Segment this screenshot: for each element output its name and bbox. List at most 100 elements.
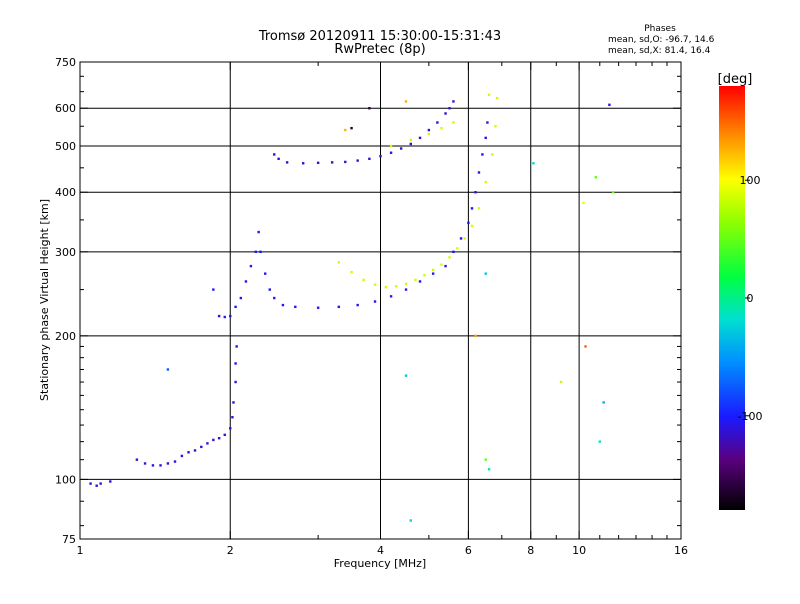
echo-point bbox=[448, 256, 451, 259]
echo-point bbox=[409, 142, 412, 146]
echo-point bbox=[356, 303, 359, 307]
echo-point bbox=[89, 482, 92, 485]
echo-point bbox=[444, 264, 447, 268]
y-axis-label: Stationary phase Virtual Height [km] bbox=[38, 199, 51, 401]
echo-point bbox=[494, 125, 497, 128]
echo-point bbox=[404, 100, 408, 103]
echo-point bbox=[487, 93, 491, 97]
echo-point bbox=[254, 250, 257, 254]
echo-point bbox=[436, 121, 439, 124]
grid-lines bbox=[80, 62, 681, 539]
echo-point bbox=[301, 162, 305, 165]
echo-point bbox=[456, 247, 459, 250]
echo-point bbox=[598, 440, 601, 443]
echo-point bbox=[373, 300, 377, 303]
y-tick-label: 75 bbox=[62, 533, 76, 546]
echo-point bbox=[232, 401, 235, 404]
chart-subtitle: RwPretec (8p) bbox=[334, 42, 425, 57]
echo-point bbox=[212, 288, 215, 291]
echo-point bbox=[99, 482, 102, 485]
echo-point bbox=[608, 103, 611, 107]
echo-point bbox=[249, 264, 253, 268]
echo-point bbox=[409, 138, 412, 142]
x-tick-label: 10 bbox=[572, 544, 586, 557]
echo-point bbox=[259, 250, 262, 254]
echo-point bbox=[234, 305, 237, 309]
echo-point bbox=[559, 380, 563, 384]
echo-point bbox=[234, 380, 237, 384]
echo-point bbox=[452, 100, 455, 103]
echo-point bbox=[373, 283, 377, 286]
echo-point bbox=[244, 280, 248, 283]
echo-point bbox=[427, 132, 431, 136]
y-tick-label: 100 bbox=[55, 473, 76, 486]
echo-point bbox=[217, 437, 221, 440]
echo-point bbox=[273, 153, 276, 156]
echo-point bbox=[173, 460, 177, 463]
echo-point bbox=[223, 315, 226, 319]
echo-point bbox=[350, 270, 353, 274]
x-tick-label: 16 bbox=[674, 544, 688, 557]
y-tick-label: 400 bbox=[55, 186, 76, 199]
echo-point bbox=[459, 237, 463, 240]
colorbar-tick-label: 100 bbox=[740, 174, 761, 187]
echo-point bbox=[484, 180, 487, 184]
echo-point bbox=[477, 171, 481, 174]
echo-point bbox=[452, 121, 455, 124]
echo-point bbox=[264, 272, 267, 275]
echo-point bbox=[404, 374, 408, 377]
echo-point bbox=[452, 250, 455, 254]
echo-point bbox=[294, 305, 297, 309]
echo-point bbox=[277, 157, 280, 161]
echo-point bbox=[431, 268, 435, 272]
echo-point bbox=[444, 112, 447, 115]
echo-point bbox=[389, 151, 393, 154]
echo-point bbox=[368, 107, 371, 110]
stats-o-mode: mean, sd,O: -96.7, 14.6 bbox=[608, 35, 715, 45]
y-tick-label: 200 bbox=[55, 330, 76, 343]
echo-points bbox=[89, 93, 615, 522]
echo-point bbox=[257, 230, 260, 234]
echo-point bbox=[481, 153, 484, 156]
echo-point bbox=[316, 306, 320, 309]
echo-point bbox=[337, 305, 341, 309]
y-tick-label: 750 bbox=[55, 56, 76, 69]
echo-point bbox=[268, 288, 271, 291]
echo-point bbox=[399, 147, 403, 150]
echo-point bbox=[484, 458, 487, 461]
echo-point bbox=[350, 126, 353, 130]
echo-point bbox=[200, 445, 203, 449]
colorbar-label: [deg] bbox=[718, 72, 753, 87]
echo-point bbox=[491, 153, 494, 156]
echo-point bbox=[404, 282, 408, 286]
echo-point bbox=[285, 161, 289, 164]
echo-point bbox=[484, 136, 487, 140]
colorbar-tick-label: 0 bbox=[747, 292, 754, 305]
echo-point bbox=[463, 237, 466, 240]
echo-point bbox=[602, 401, 605, 404]
colorbar bbox=[719, 86, 745, 510]
echo-point bbox=[495, 96, 499, 100]
echo-point bbox=[151, 464, 155, 467]
stats-x-mode: mean, sd,X: 81.4, 16.4 bbox=[608, 46, 711, 56]
echo-point bbox=[477, 207, 481, 210]
echo-point bbox=[440, 126, 443, 130]
echo-point bbox=[368, 157, 371, 161]
stats-heading: Phases bbox=[644, 24, 676, 34]
echo-point bbox=[440, 263, 443, 266]
echo-point bbox=[206, 442, 209, 445]
echo-point bbox=[594, 176, 598, 179]
echo-point bbox=[212, 438, 215, 442]
colorbar-ticks: -100 0 100 bbox=[738, 174, 763, 423]
echo-point bbox=[467, 221, 470, 225]
x-tick-label: 2 bbox=[227, 544, 234, 557]
echo-point bbox=[394, 285, 398, 288]
echo-point bbox=[166, 462, 170, 465]
x-tick-label: 6 bbox=[465, 544, 472, 557]
echo-point bbox=[486, 121, 489, 124]
echo-point bbox=[404, 288, 408, 291]
echo-point bbox=[384, 285, 388, 289]
y-tick-label: 500 bbox=[55, 140, 76, 153]
echo-point bbox=[166, 368, 170, 371]
